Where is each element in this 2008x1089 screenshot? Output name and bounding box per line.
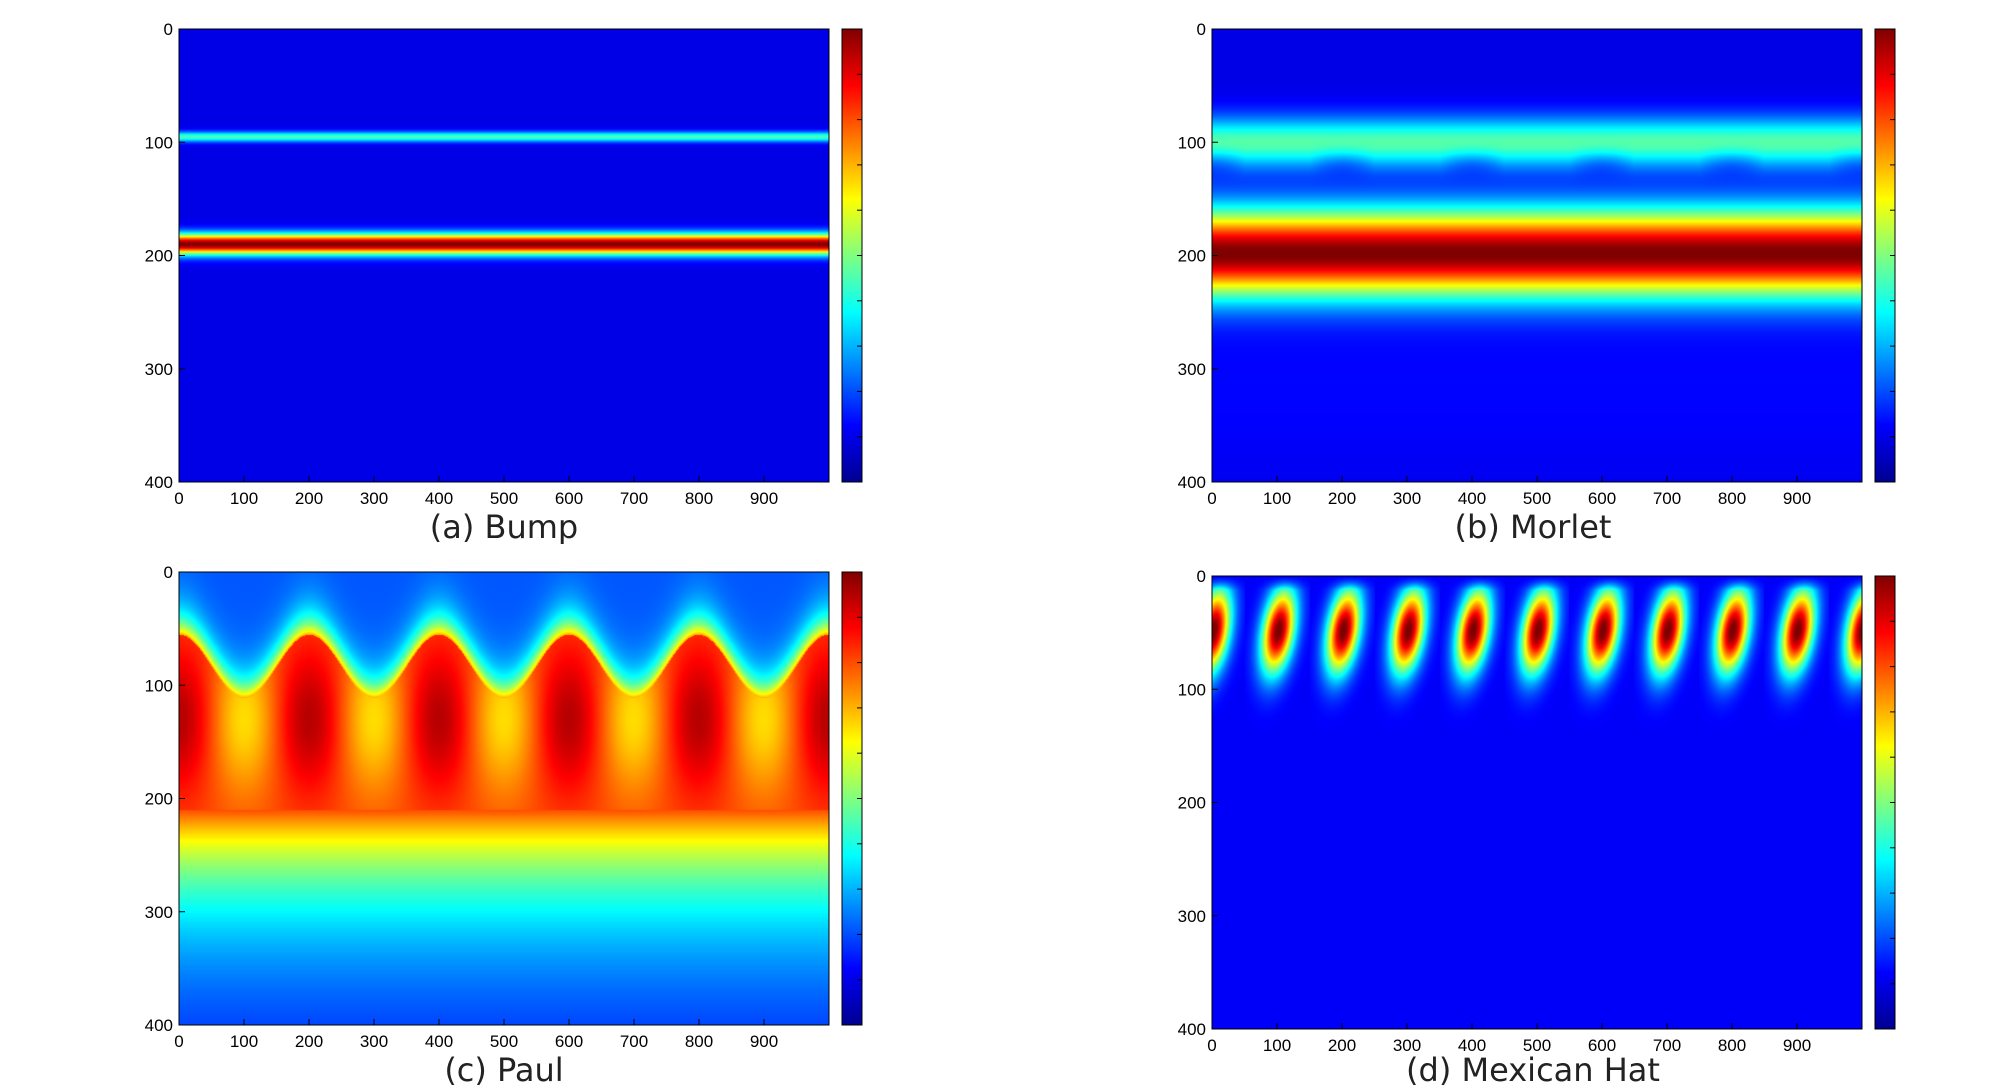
panel-b: 0 100 200 300 400 500 600 700 800 900 0 100 200 300 4… <box>1004 0 2008 544</box>
x-tick-label: 200 <box>295 1032 323 1051</box>
panel-c-heatmap <box>179 572 829 1025</box>
x-tick-label: 200 <box>295 489 323 508</box>
x-tick-label: 900 <box>750 489 778 508</box>
x-tick-label: 700 <box>1653 489 1681 508</box>
panel-c-caption: (c) Paul <box>444 1051 563 1089</box>
x-tick-label: 100 <box>1263 489 1291 508</box>
panel-c-xaxis: 0 100 200 300 400 500 600 700 800 900 <box>174 1019 778 1051</box>
panel-a: 0 100 200 300 400 500 600 700 800 900 0 100 200 300 4… <box>0 0 1004 544</box>
x-tick-label: 500 <box>1523 489 1551 508</box>
panel-d-yaxis: 0 100 200 300 400 <box>1178 567 1218 1039</box>
x-tick-label: 400 <box>425 1032 453 1051</box>
y-tick-label: 300 <box>145 360 173 379</box>
x-tick-label: 500 <box>1523 1036 1551 1055</box>
y-tick-label: 300 <box>1178 360 1206 379</box>
y-tick-label: 400 <box>145 1016 173 1035</box>
x-tick-label: 800 <box>685 489 713 508</box>
y-tick-label: 300 <box>1178 907 1206 926</box>
y-tick-label: 400 <box>145 473 173 492</box>
x-tick-label: 100 <box>230 489 258 508</box>
x-tick-label: 600 <box>1588 1036 1616 1055</box>
x-tick-label: 500 <box>490 1032 518 1051</box>
x-tick-label: 0 <box>174 489 183 508</box>
panel-d-xaxis: 0 100 200 300 400 500 600 700 800 900 <box>1207 1023 1811 1055</box>
panel-d-caption: (d) Mexican Hat <box>1406 1051 1660 1089</box>
y-tick-label: 100 <box>145 676 173 695</box>
panel-d: 0 100 200 300 400 500 600 700 800 900 0 100 200 300 4… <box>1004 544 2008 1089</box>
panel-c-yaxis: 0 100 200 300 400 <box>145 563 185 1035</box>
x-tick-label: 700 <box>1653 1036 1681 1055</box>
x-tick-label: 200 <box>1328 1036 1356 1055</box>
x-tick-label: 500 <box>490 489 518 508</box>
x-tick-label: 800 <box>1718 1036 1746 1055</box>
panel-a-colorbar-ticks <box>857 73 862 438</box>
y-tick-label: 200 <box>145 790 173 809</box>
panel-b-colorbar-ticks <box>1890 73 1895 438</box>
x-tick-label: 300 <box>1393 1036 1421 1055</box>
panel-d-heatmap <box>1212 576 1862 1029</box>
x-tick-label: 0 <box>1207 1036 1216 1055</box>
y-tick-label: 100 <box>145 133 173 152</box>
panel-b-xaxis: 0 100 200 300 400 500 600 700 800 900 <box>1207 476 1811 508</box>
x-tick-label: 400 <box>425 489 453 508</box>
x-tick-label: 300 <box>360 489 388 508</box>
y-tick-label: 0 <box>164 20 173 39</box>
y-tick-label: 0 <box>164 563 173 582</box>
y-tick-label: 100 <box>1178 680 1206 699</box>
panel-b-caption: (b) Morlet <box>1455 508 1612 544</box>
x-tick-label: 100 <box>230 1032 258 1051</box>
panel-d-svg: 0 100 200 300 400 500 600 700 800 900 0 100 200 300 4… <box>1178 567 1896 1089</box>
panel-a-svg: 0 100 200 300 400 500 600 700 800 900 0 100 200 300 4… <box>145 20 863 544</box>
x-tick-label: 700 <box>620 489 648 508</box>
y-tick-label: 0 <box>1197 567 1206 586</box>
x-tick-label: 100 <box>1263 1036 1291 1055</box>
panel-a-yaxis: 0 100 200 300 400 <box>145 20 185 492</box>
panel-d-colorbar-ticks <box>1890 620 1895 985</box>
x-tick-label: 400 <box>1458 489 1486 508</box>
panel-b-heatmap <box>1212 29 1862 482</box>
x-tick-label: 600 <box>555 1032 583 1051</box>
x-tick-label: 800 <box>685 1032 713 1051</box>
x-tick-label: 700 <box>620 1032 648 1051</box>
y-tick-label: 300 <box>145 903 173 922</box>
x-tick-label: 300 <box>360 1032 388 1051</box>
panel-a-xaxis: 0 100 200 300 400 500 600 700 800 900 <box>174 476 778 508</box>
x-tick-label: 600 <box>555 489 583 508</box>
x-tick-label: 200 <box>1328 489 1356 508</box>
x-tick-label: 400 <box>1458 1036 1486 1055</box>
y-tick-label: 200 <box>1178 794 1206 813</box>
x-tick-label: 600 <box>1588 489 1616 508</box>
panel-b-svg: 0 100 200 300 400 500 600 700 800 900 0 100 200 300 4… <box>1178 20 1896 544</box>
panel-c-svg: 0 100 200 300 400 500 600 700 800 900 0 100 200 300 4… <box>145 563 863 1089</box>
panel-c: 0 100 200 300 400 500 600 700 800 900 0 100 200 300 4… <box>0 544 1004 1089</box>
x-tick-label: 900 <box>750 1032 778 1051</box>
x-tick-label: 800 <box>1718 489 1746 508</box>
panel-c-colorbar-ticks <box>857 616 862 981</box>
x-tick-label: 900 <box>1783 489 1811 508</box>
panel-a-caption: (a) Bump <box>430 508 578 544</box>
y-tick-label: 400 <box>1178 473 1206 492</box>
y-tick-label: 0 <box>1197 20 1206 39</box>
y-tick-label: 200 <box>145 247 173 266</box>
x-tick-label: 0 <box>174 1032 183 1051</box>
y-tick-label: 200 <box>1178 247 1206 266</box>
x-tick-label: 300 <box>1393 489 1421 508</box>
x-tick-label: 900 <box>1783 1036 1811 1055</box>
y-tick-label: 400 <box>1178 1020 1206 1039</box>
panel-b-yaxis: 0 100 200 300 400 <box>1178 20 1218 492</box>
panel-a-heatmap <box>179 29 829 482</box>
x-tick-label: 0 <box>1207 489 1216 508</box>
y-tick-label: 100 <box>1178 133 1206 152</box>
